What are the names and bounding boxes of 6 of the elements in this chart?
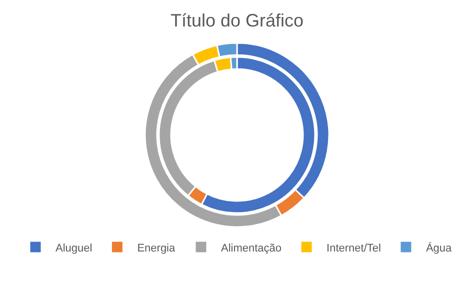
legend-label: Aluguel: [56, 242, 92, 254]
legend-label: Internet/Tel: [326, 242, 381, 254]
legend-label: Água: [426, 241, 453, 254]
chart-title: Título do Gráfico: [170, 10, 304, 31]
legend-label: Energia: [137, 242, 176, 254]
legend-label: Alimentação: [221, 242, 282, 254]
